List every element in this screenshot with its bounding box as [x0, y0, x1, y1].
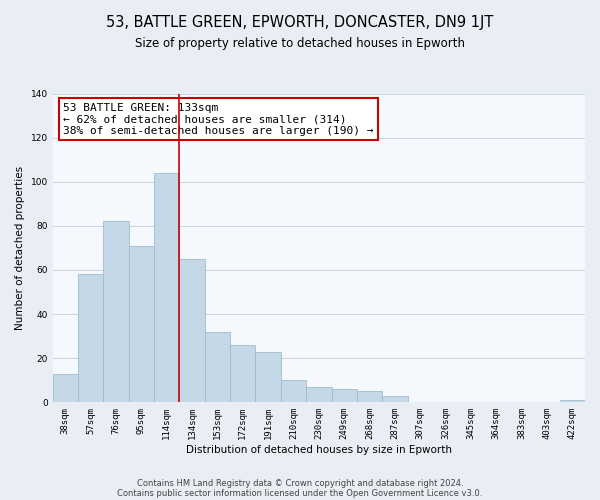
X-axis label: Distribution of detached houses by size in Epworth: Distribution of detached houses by size … — [186, 445, 452, 455]
Bar — [205, 332, 230, 402]
Bar — [256, 352, 281, 403]
Bar — [306, 387, 332, 402]
Bar — [103, 222, 129, 402]
Bar — [154, 173, 179, 402]
Text: Contains public sector information licensed under the Open Government Licence v3: Contains public sector information licen… — [118, 488, 482, 498]
Bar — [357, 392, 382, 402]
Bar — [78, 274, 103, 402]
Bar — [230, 345, 256, 403]
Bar — [281, 380, 306, 402]
Bar — [560, 400, 585, 402]
Y-axis label: Number of detached properties: Number of detached properties — [15, 166, 25, 330]
Text: 53, BATTLE GREEN, EPWORTH, DONCASTER, DN9 1JT: 53, BATTLE GREEN, EPWORTH, DONCASTER, DN… — [106, 15, 494, 30]
Text: Size of property relative to detached houses in Epworth: Size of property relative to detached ho… — [135, 38, 465, 51]
Text: Contains HM Land Registry data © Crown copyright and database right 2024.: Contains HM Land Registry data © Crown c… — [137, 478, 463, 488]
Text: 53 BATTLE GREEN: 133sqm
← 62% of detached houses are smaller (314)
38% of semi-d: 53 BATTLE GREEN: 133sqm ← 62% of detache… — [64, 103, 374, 136]
Bar — [332, 389, 357, 402]
Bar — [53, 374, 78, 402]
Bar — [179, 259, 205, 402]
Bar — [382, 396, 407, 402]
Bar — [129, 246, 154, 402]
